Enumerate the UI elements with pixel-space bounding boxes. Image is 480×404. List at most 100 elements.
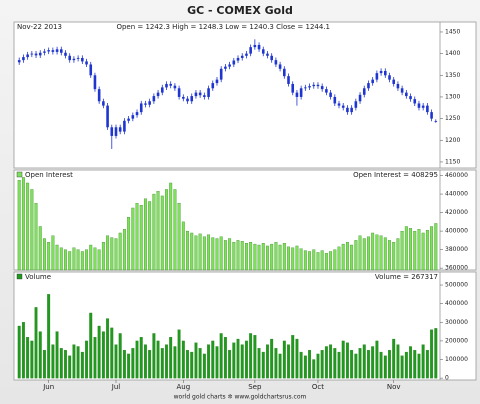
bar	[80, 351, 84, 379]
candle-body	[304, 87, 307, 89]
bar	[186, 230, 189, 271]
bar	[93, 247, 97, 271]
bar	[236, 240, 240, 271]
bar	[97, 325, 101, 379]
bar	[152, 333, 156, 379]
candle-body	[59, 49, 63, 53]
bar	[64, 350, 67, 379]
bar	[51, 235, 55, 271]
bar	[417, 229, 421, 271]
candle-body	[249, 47, 252, 54]
bar	[295, 245, 299, 271]
bar	[194, 342, 198, 379]
candle-body	[409, 96, 412, 100]
candle-body	[182, 96, 185, 99]
bar	[287, 344, 290, 379]
candle-body	[266, 53, 269, 56]
bar	[324, 346, 328, 379]
y-tick-label: 1200	[445, 137, 460, 144]
y-tick-label: 460000	[445, 172, 468, 179]
bar	[21, 322, 25, 379]
candle-body	[26, 54, 29, 58]
bar	[404, 226, 408, 271]
candle-body	[38, 52, 42, 56]
bar	[232, 242, 236, 271]
candle-body	[312, 84, 316, 87]
bar	[68, 251, 72, 271]
bar	[85, 249, 88, 271]
candle-body	[131, 115, 135, 119]
bar	[198, 233, 202, 271]
candle-body	[379, 70, 383, 74]
bar	[383, 355, 387, 379]
bar	[110, 237, 114, 271]
candle-body	[228, 64, 231, 67]
y-tick-label: 100000	[445, 356, 468, 363]
bar	[30, 340, 34, 379]
bar	[312, 359, 316, 379]
bar	[114, 238, 118, 271]
candle-body	[316, 84, 320, 87]
candle-body	[299, 88, 303, 97]
bar	[106, 235, 110, 271]
candle-body	[405, 92, 408, 97]
candle-body	[236, 57, 240, 61]
bar	[51, 344, 55, 379]
bar	[223, 240, 227, 271]
bar	[337, 246, 341, 271]
bar	[291, 247, 295, 271]
candle-body	[413, 99, 417, 104]
bar	[320, 350, 324, 379]
bar	[106, 318, 110, 379]
legend-swatch	[16, 171, 23, 178]
bar	[299, 351, 303, 379]
bar	[30, 189, 34, 271]
bar	[299, 248, 303, 271]
bar	[202, 353, 206, 379]
bar	[17, 325, 21, 379]
candle-body	[89, 64, 93, 76]
bar	[160, 195, 164, 271]
bar	[135, 203, 139, 271]
candle-body	[421, 105, 425, 108]
bar	[291, 335, 295, 379]
candle-body	[396, 83, 400, 89]
bar	[135, 340, 139, 379]
bar	[101, 242, 105, 271]
bar	[43, 350, 46, 379]
candle-body	[295, 92, 299, 97]
candle-body	[278, 64, 282, 69]
candle-body	[232, 60, 236, 65]
candle-body	[392, 79, 396, 84]
bar	[425, 230, 429, 271]
bar	[127, 217, 131, 271]
bar	[55, 244, 59, 271]
bar	[417, 353, 421, 379]
bar	[244, 340, 248, 379]
bar	[127, 353, 131, 379]
candle-body	[34, 53, 38, 56]
candle-body	[72, 58, 76, 61]
candle-body	[434, 121, 438, 122]
bar	[143, 198, 147, 271]
candle-body	[22, 57, 25, 61]
bar	[274, 348, 278, 379]
candle-body	[245, 53, 248, 56]
bar	[223, 337, 227, 379]
candle-body	[362, 88, 366, 95]
footer: world gold charts ✲ www.goldchartsrus.co…	[174, 394, 307, 401]
candle-body	[81, 57, 84, 62]
bar	[295, 338, 299, 379]
y-tick-label: 1350	[445, 72, 460, 79]
y-tick-label: 360000	[445, 265, 468, 272]
candle-body	[333, 96, 337, 104]
bar	[26, 182, 30, 271]
bar	[232, 342, 236, 379]
candle-body	[261, 49, 265, 54]
panel-frame	[13, 21, 477, 169]
bar	[198, 348, 202, 379]
bar	[324, 253, 328, 271]
date-label: Nov-22 2013	[17, 23, 62, 31]
bar	[345, 242, 349, 271]
